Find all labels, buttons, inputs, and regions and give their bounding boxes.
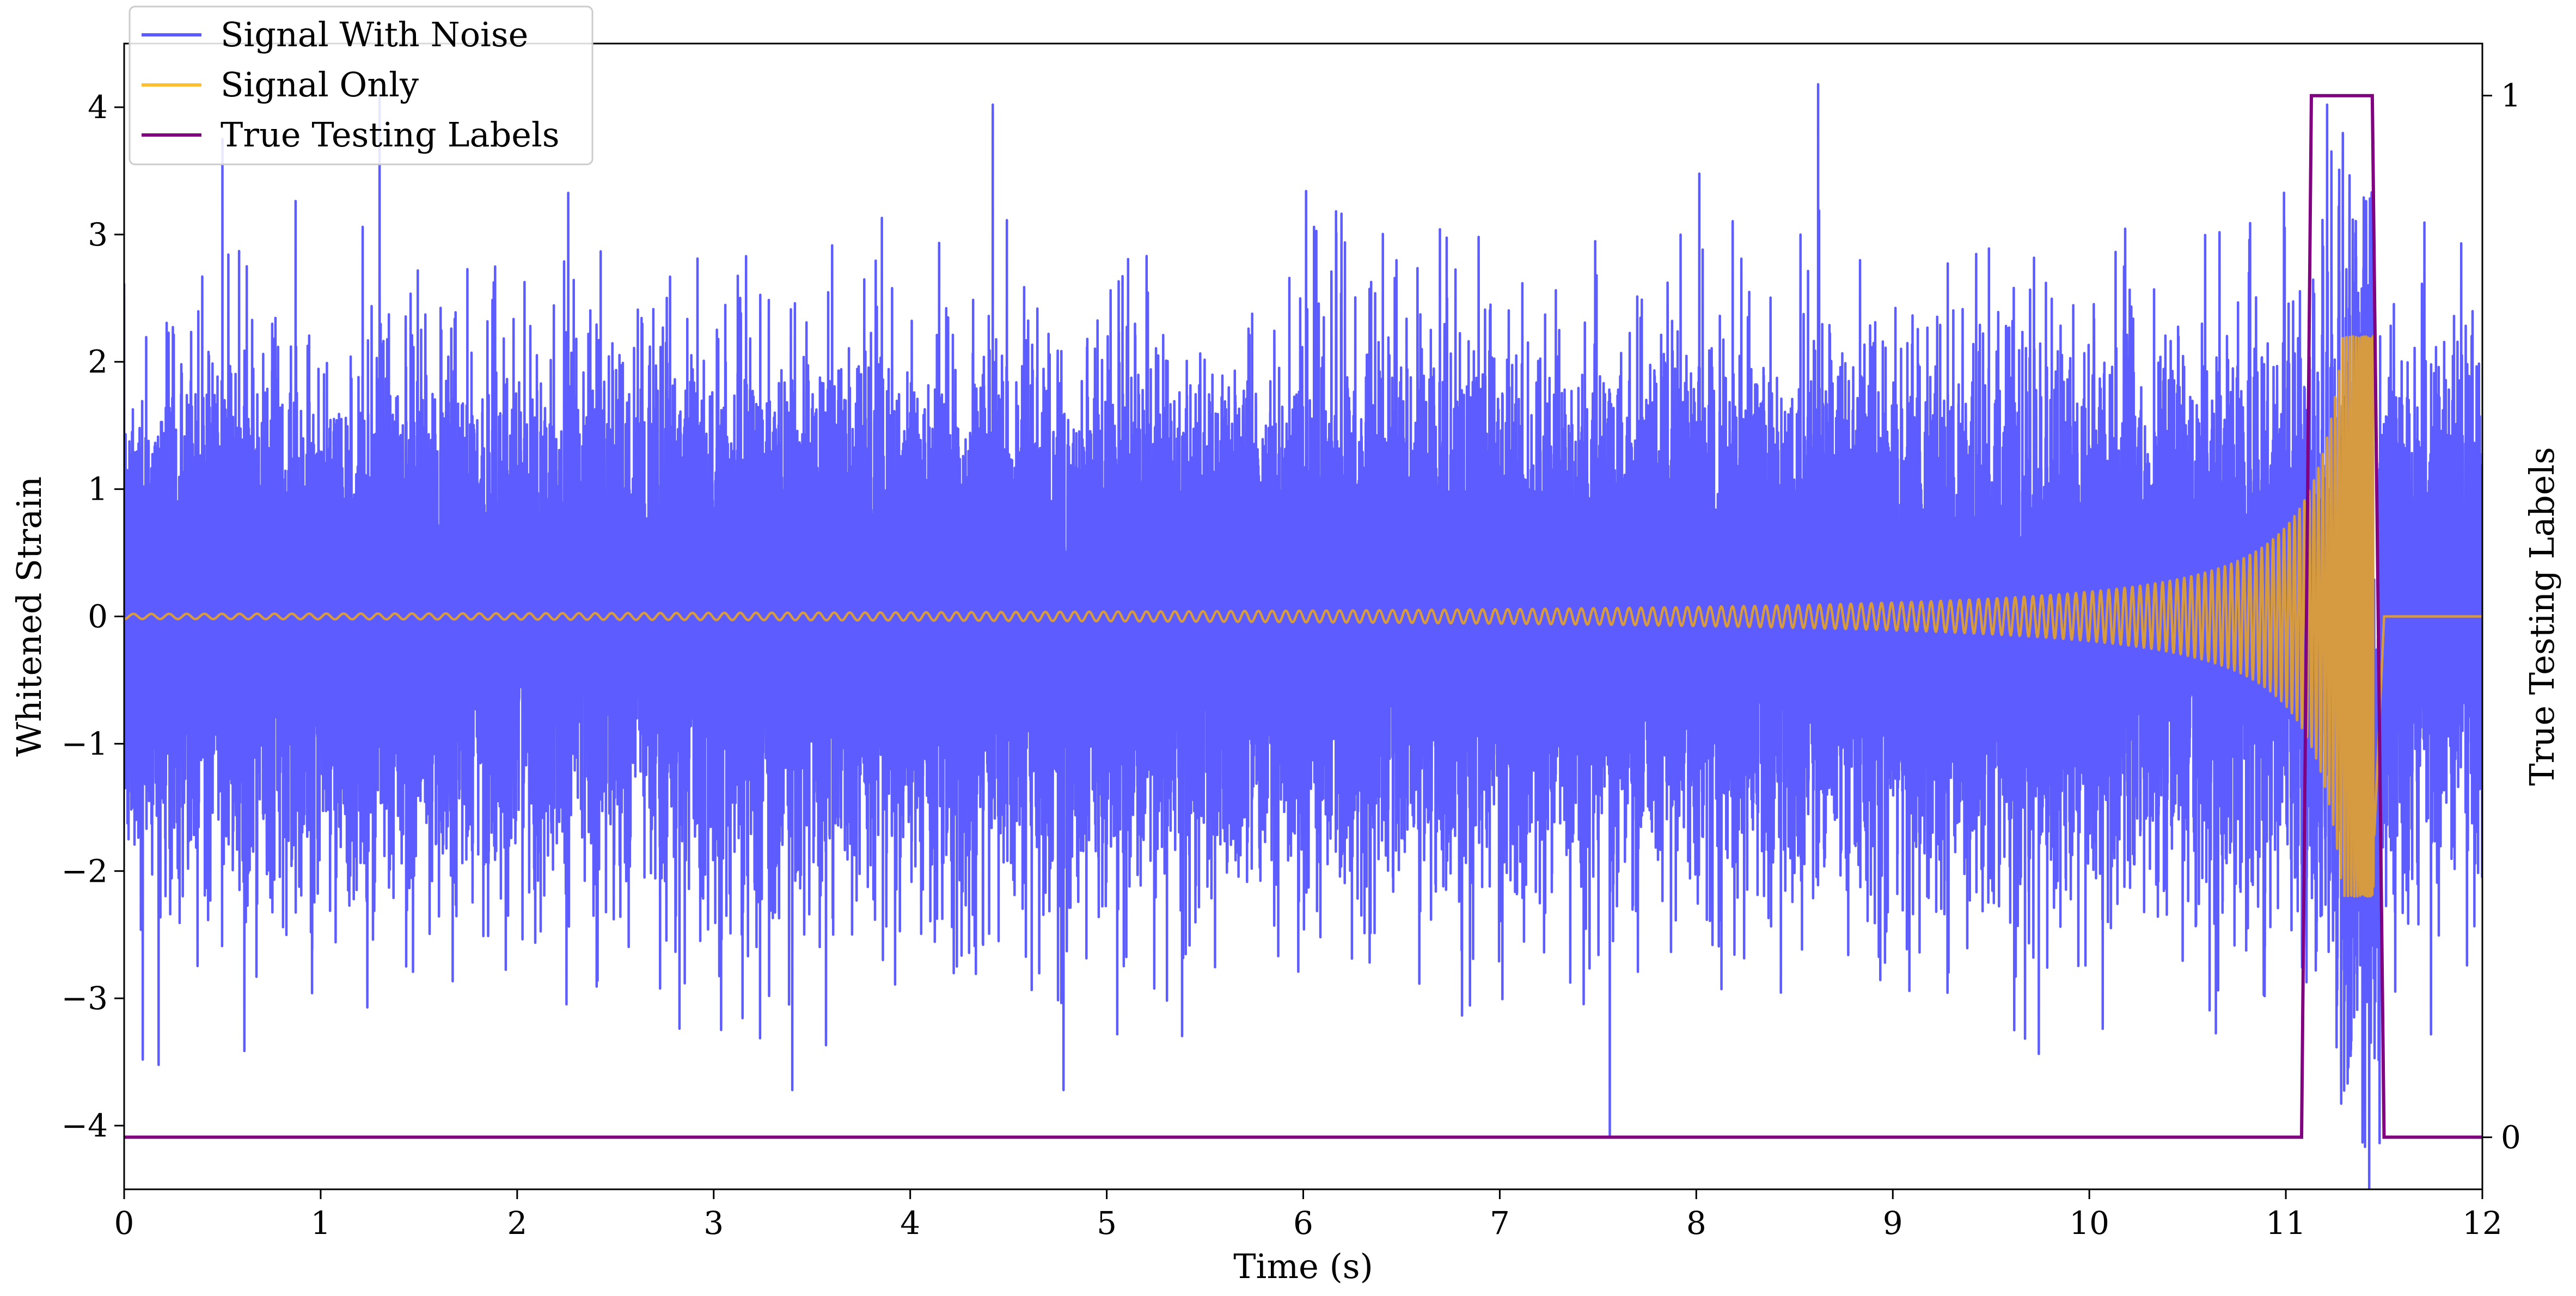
y-tick-label: −3 <box>62 980 108 1017</box>
x-tick-label: 1 <box>310 1205 331 1242</box>
y-tick-label: 0 <box>88 598 108 635</box>
x-tick-label: 2 <box>507 1205 527 1242</box>
series-line-signal-only <box>124 335 2482 898</box>
legend-entry: True Testing Labels <box>221 115 560 155</box>
x-axis-label: Time (s) <box>1233 1246 1373 1286</box>
x-tick-label: 5 <box>1097 1205 1117 1242</box>
series-line-true-testing-labels <box>124 94 2482 1139</box>
y-axis-label: Whitened Strain <box>9 476 49 757</box>
x-tick-label: 6 <box>1293 1205 1313 1242</box>
x-tick-label: 3 <box>703 1205 724 1242</box>
legend-entry: Signal With Noise <box>221 15 528 54</box>
y-tick-label: 1 <box>88 471 108 508</box>
y-tick-label: −4 <box>62 1107 108 1144</box>
x-tick-label: 9 <box>1883 1205 1903 1242</box>
y2-axis-label: True Testing Labels <box>2522 447 2562 786</box>
legend: Signal With Noise Signal Only True Testing… <box>129 5 593 165</box>
y2-tick-label: 0 <box>2501 1119 2521 1156</box>
x-tick-label: 7 <box>1490 1205 1510 1242</box>
y-tick-label: −2 <box>62 852 108 889</box>
y-tick-label: 2 <box>88 343 108 380</box>
series-line-signal-with-noise <box>124 83 2482 1189</box>
y-tick-label: 4 <box>88 89 108 126</box>
legend-box <box>129 5 593 165</box>
x-tick-label: 0 <box>114 1205 134 1242</box>
legend-entry: Signal Only <box>221 65 419 105</box>
x-tick-label: 4 <box>900 1205 920 1242</box>
y-tick-label: 3 <box>88 216 108 253</box>
y-tick-label: −1 <box>62 725 108 762</box>
series-layer <box>124 83 2482 1189</box>
x-tick-label: 8 <box>1686 1205 1706 1242</box>
x-tick-label: 11 <box>2266 1205 2306 1242</box>
x-tick-label: 10 <box>2069 1205 2109 1242</box>
y2-tick-label: 1 <box>2501 77 2521 114</box>
x-tick-label: 12 <box>2462 1205 2502 1242</box>
